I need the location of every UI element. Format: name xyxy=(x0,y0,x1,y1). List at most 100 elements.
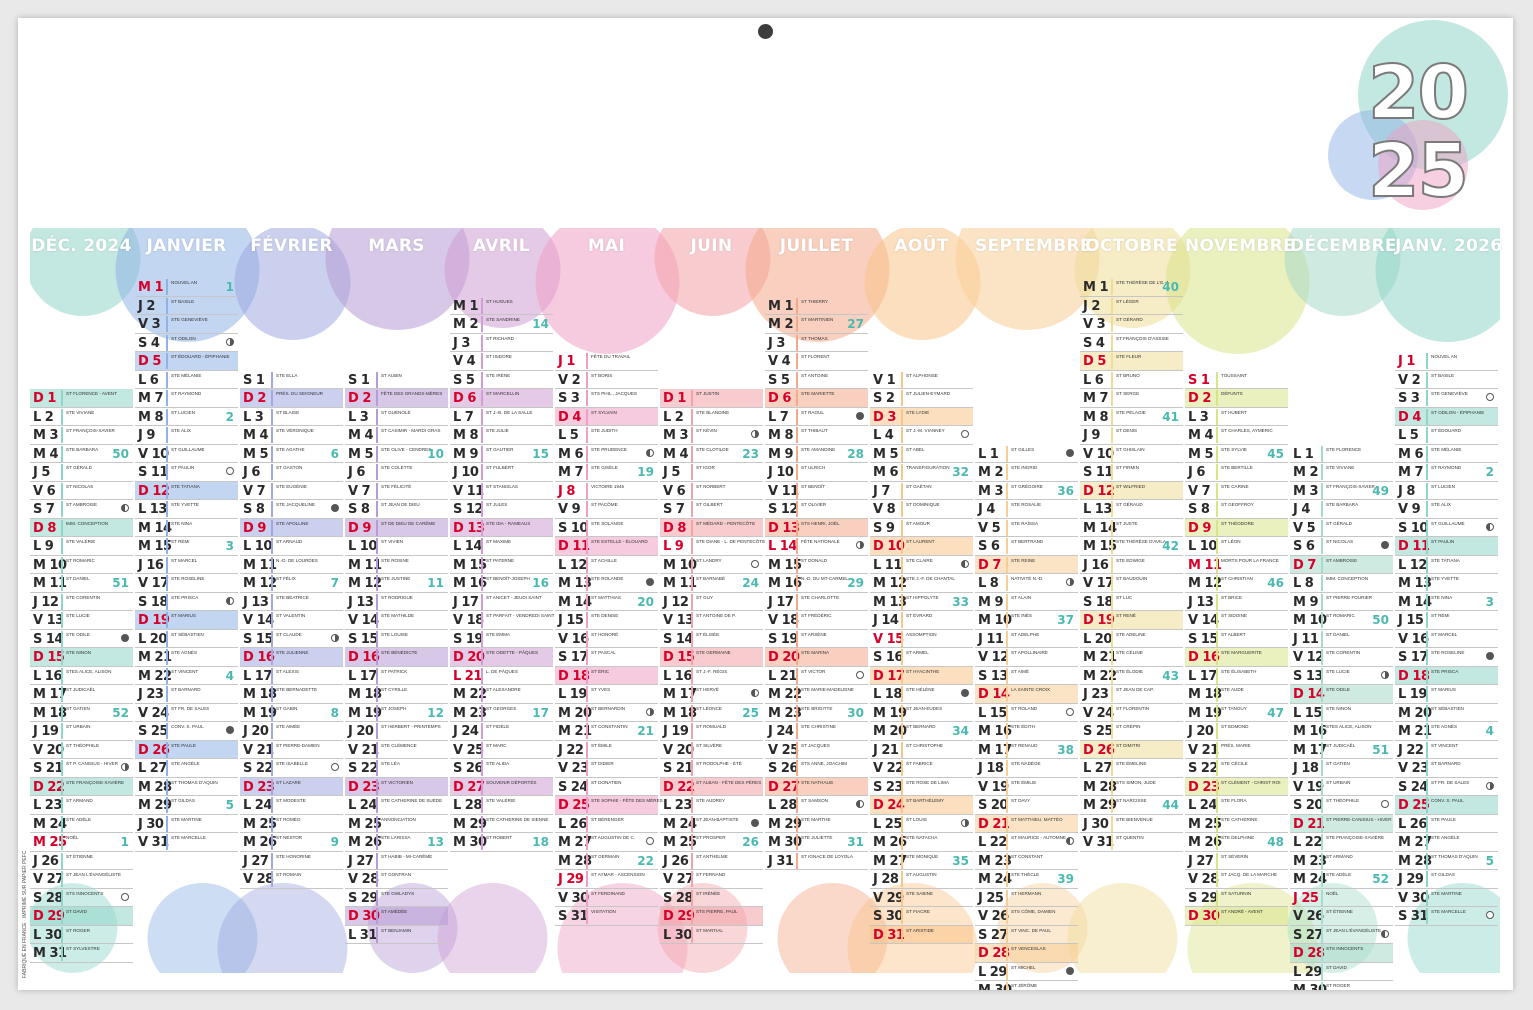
day-color-bar xyxy=(271,575,273,591)
day-info: ST GUILLAUME xyxy=(171,447,205,454)
day-row: S 5 STE IRÈNE xyxy=(450,371,553,389)
moon-phase-icon xyxy=(226,726,234,734)
day-color-bar xyxy=(166,556,168,573)
day-row: V 2 ST BASILE xyxy=(1395,371,1498,389)
saint-name: ST ARMAND xyxy=(66,798,93,803)
day-color-bar xyxy=(271,741,273,758)
day-label: S 20 xyxy=(978,798,1008,813)
day-row: L 2 STE BLANDINE xyxy=(660,408,763,426)
day-label: M 3 xyxy=(33,428,59,443)
saint-name: ST VINCENT xyxy=(1431,742,1459,748)
day-info: ST ÉTIENNE xyxy=(66,854,93,861)
day-color-bar xyxy=(1426,538,1428,554)
day-info: ST HERBERT - PRINTEMPS xyxy=(381,724,441,731)
day-color-bar xyxy=(796,593,798,610)
day-info: ST ROGER xyxy=(66,928,90,935)
saint-name: ST MARIUS xyxy=(171,613,196,618)
day-color-bar xyxy=(271,815,273,832)
saint-name: STE MARCELLE xyxy=(171,835,206,840)
day-row: V 5 STE RAÏSSA xyxy=(975,519,1078,537)
day-row: V 18 ST FRÉDÉRIC xyxy=(765,611,868,630)
moon-phase-icon xyxy=(751,430,759,438)
day-row: L 26 STE PAULE xyxy=(1395,815,1498,833)
day-info: ST BARNABÉ xyxy=(696,576,725,583)
saint-name: ST THOMAS D'AQUIN xyxy=(171,779,218,785)
day-info: ST GABIN xyxy=(276,706,297,713)
day-row: V 21 ST PIERRE-DAMIEN xyxy=(240,741,343,759)
day-row: M 21 STE AGNÈS xyxy=(135,648,238,667)
day-color-bar xyxy=(1111,538,1113,554)
day-info: ST MARCEL xyxy=(171,558,197,565)
day-row: D 12 ST WILFRIED xyxy=(1080,481,1183,500)
saint-name: STE GWLADYS xyxy=(381,890,415,896)
day-label: J 30 xyxy=(1083,816,1109,832)
day-row: S 24 ST FR. DE SALES xyxy=(1395,778,1498,796)
day-label: S 23 xyxy=(873,779,903,795)
month-column: JUILLET M 1 ST THIERRY M 2 ST MARTINIEN 27 J 3… xyxy=(765,228,868,973)
saint-name: N.-D. DE LOURDES xyxy=(276,557,318,563)
day-info: STE DENISE xyxy=(591,613,618,620)
day-row: L 16 ST J.-F. RÉGIS xyxy=(660,667,763,685)
day-label: V 21 xyxy=(348,742,379,758)
day-row: D 2 DÉFUNTS xyxy=(1185,389,1288,408)
day-info: ST BARNARD xyxy=(1431,761,1461,768)
saint-name: ST DE DIEU DE CARÊME xyxy=(381,520,436,526)
saint-name: ST PIERRE-CANISIUS - HIVER xyxy=(1326,816,1392,822)
saint-name: STE NINA xyxy=(1431,594,1453,600)
day-color-bar xyxy=(691,852,693,869)
day-label: L 9 xyxy=(33,539,54,554)
day-color-bar xyxy=(166,834,168,850)
day-info: ST GUY xyxy=(696,595,713,602)
day-info: ST GÉRALD xyxy=(1326,521,1352,528)
day-label: V 30 xyxy=(558,890,589,906)
day-info: ST DENIS xyxy=(1116,428,1137,435)
saint-name: ST JÉRÔME xyxy=(1011,983,1038,988)
day-row: S 6 ST NICOLAS xyxy=(1290,537,1393,556)
day-row: M 13 STE YVETTE xyxy=(1395,574,1498,593)
day-row: J 10 ST ULRICH xyxy=(765,463,868,482)
day-info: ST CASIMIR - MARDI GRAS xyxy=(381,428,440,435)
day-info: ST FLORENT xyxy=(801,354,830,361)
day-label: D 26 xyxy=(1083,742,1115,758)
day-info: ST ODILON - ÉPIPHANIE xyxy=(1431,410,1484,417)
saint-name: ST YVES xyxy=(591,687,611,692)
saint-name: DÉFUNTS xyxy=(1221,391,1243,396)
day-color-bar xyxy=(271,371,273,388)
day-color-bar xyxy=(1321,908,1323,924)
saint-name: STS PIERRE, PAUL xyxy=(696,909,738,914)
day-label: L 5 xyxy=(558,428,579,443)
saint-name: ST VINCENT xyxy=(171,668,199,674)
day-label: S 12 xyxy=(768,502,798,517)
saint-name: ST THIERRY xyxy=(801,298,829,304)
day-label: M 27 xyxy=(1398,835,1432,850)
saint-name: STE ELLA xyxy=(276,372,298,378)
saint-name: STE EUGÉNIE xyxy=(276,483,307,489)
day-label: V 10 xyxy=(1083,446,1114,462)
day-label: J 2 xyxy=(138,298,155,314)
day-color-bar xyxy=(796,723,798,739)
day-info: STE GISÈLE xyxy=(591,465,618,472)
day-info: ST IRÉNÉE xyxy=(696,891,720,898)
day-label: S 18 xyxy=(1083,594,1113,610)
day-label: J 19 xyxy=(663,724,689,739)
day-info: ST BERNARD xyxy=(906,724,936,731)
day-info: ST HYACINTHE xyxy=(906,669,939,676)
day-info: STE VIVIANE xyxy=(66,410,94,417)
day-color-bar xyxy=(901,778,903,795)
day-label: J 19 xyxy=(33,724,59,739)
day-label: V 13 xyxy=(33,613,64,628)
day-label: M 16 xyxy=(768,576,802,591)
saint-name: ST HERBERT - PRINTEMPS xyxy=(381,724,441,729)
day-color-bar xyxy=(1216,519,1218,536)
day-color-bar xyxy=(166,427,168,443)
saint-name: ST VICTOR xyxy=(801,668,826,674)
day-color-bar xyxy=(481,390,483,406)
day-label: D 14 xyxy=(978,687,1010,702)
day-row: L 21 ST VICTOR xyxy=(765,667,868,685)
saint-name: ST MAXIME xyxy=(486,539,512,544)
day-label: L 22 xyxy=(1293,835,1322,850)
day-info: ST AUGUSTIN xyxy=(906,872,937,879)
saint-name: STE BÉATRICE xyxy=(276,594,309,600)
day-color-bar xyxy=(901,760,903,776)
day-info: STS SIMON, JUDE xyxy=(1116,780,1156,787)
